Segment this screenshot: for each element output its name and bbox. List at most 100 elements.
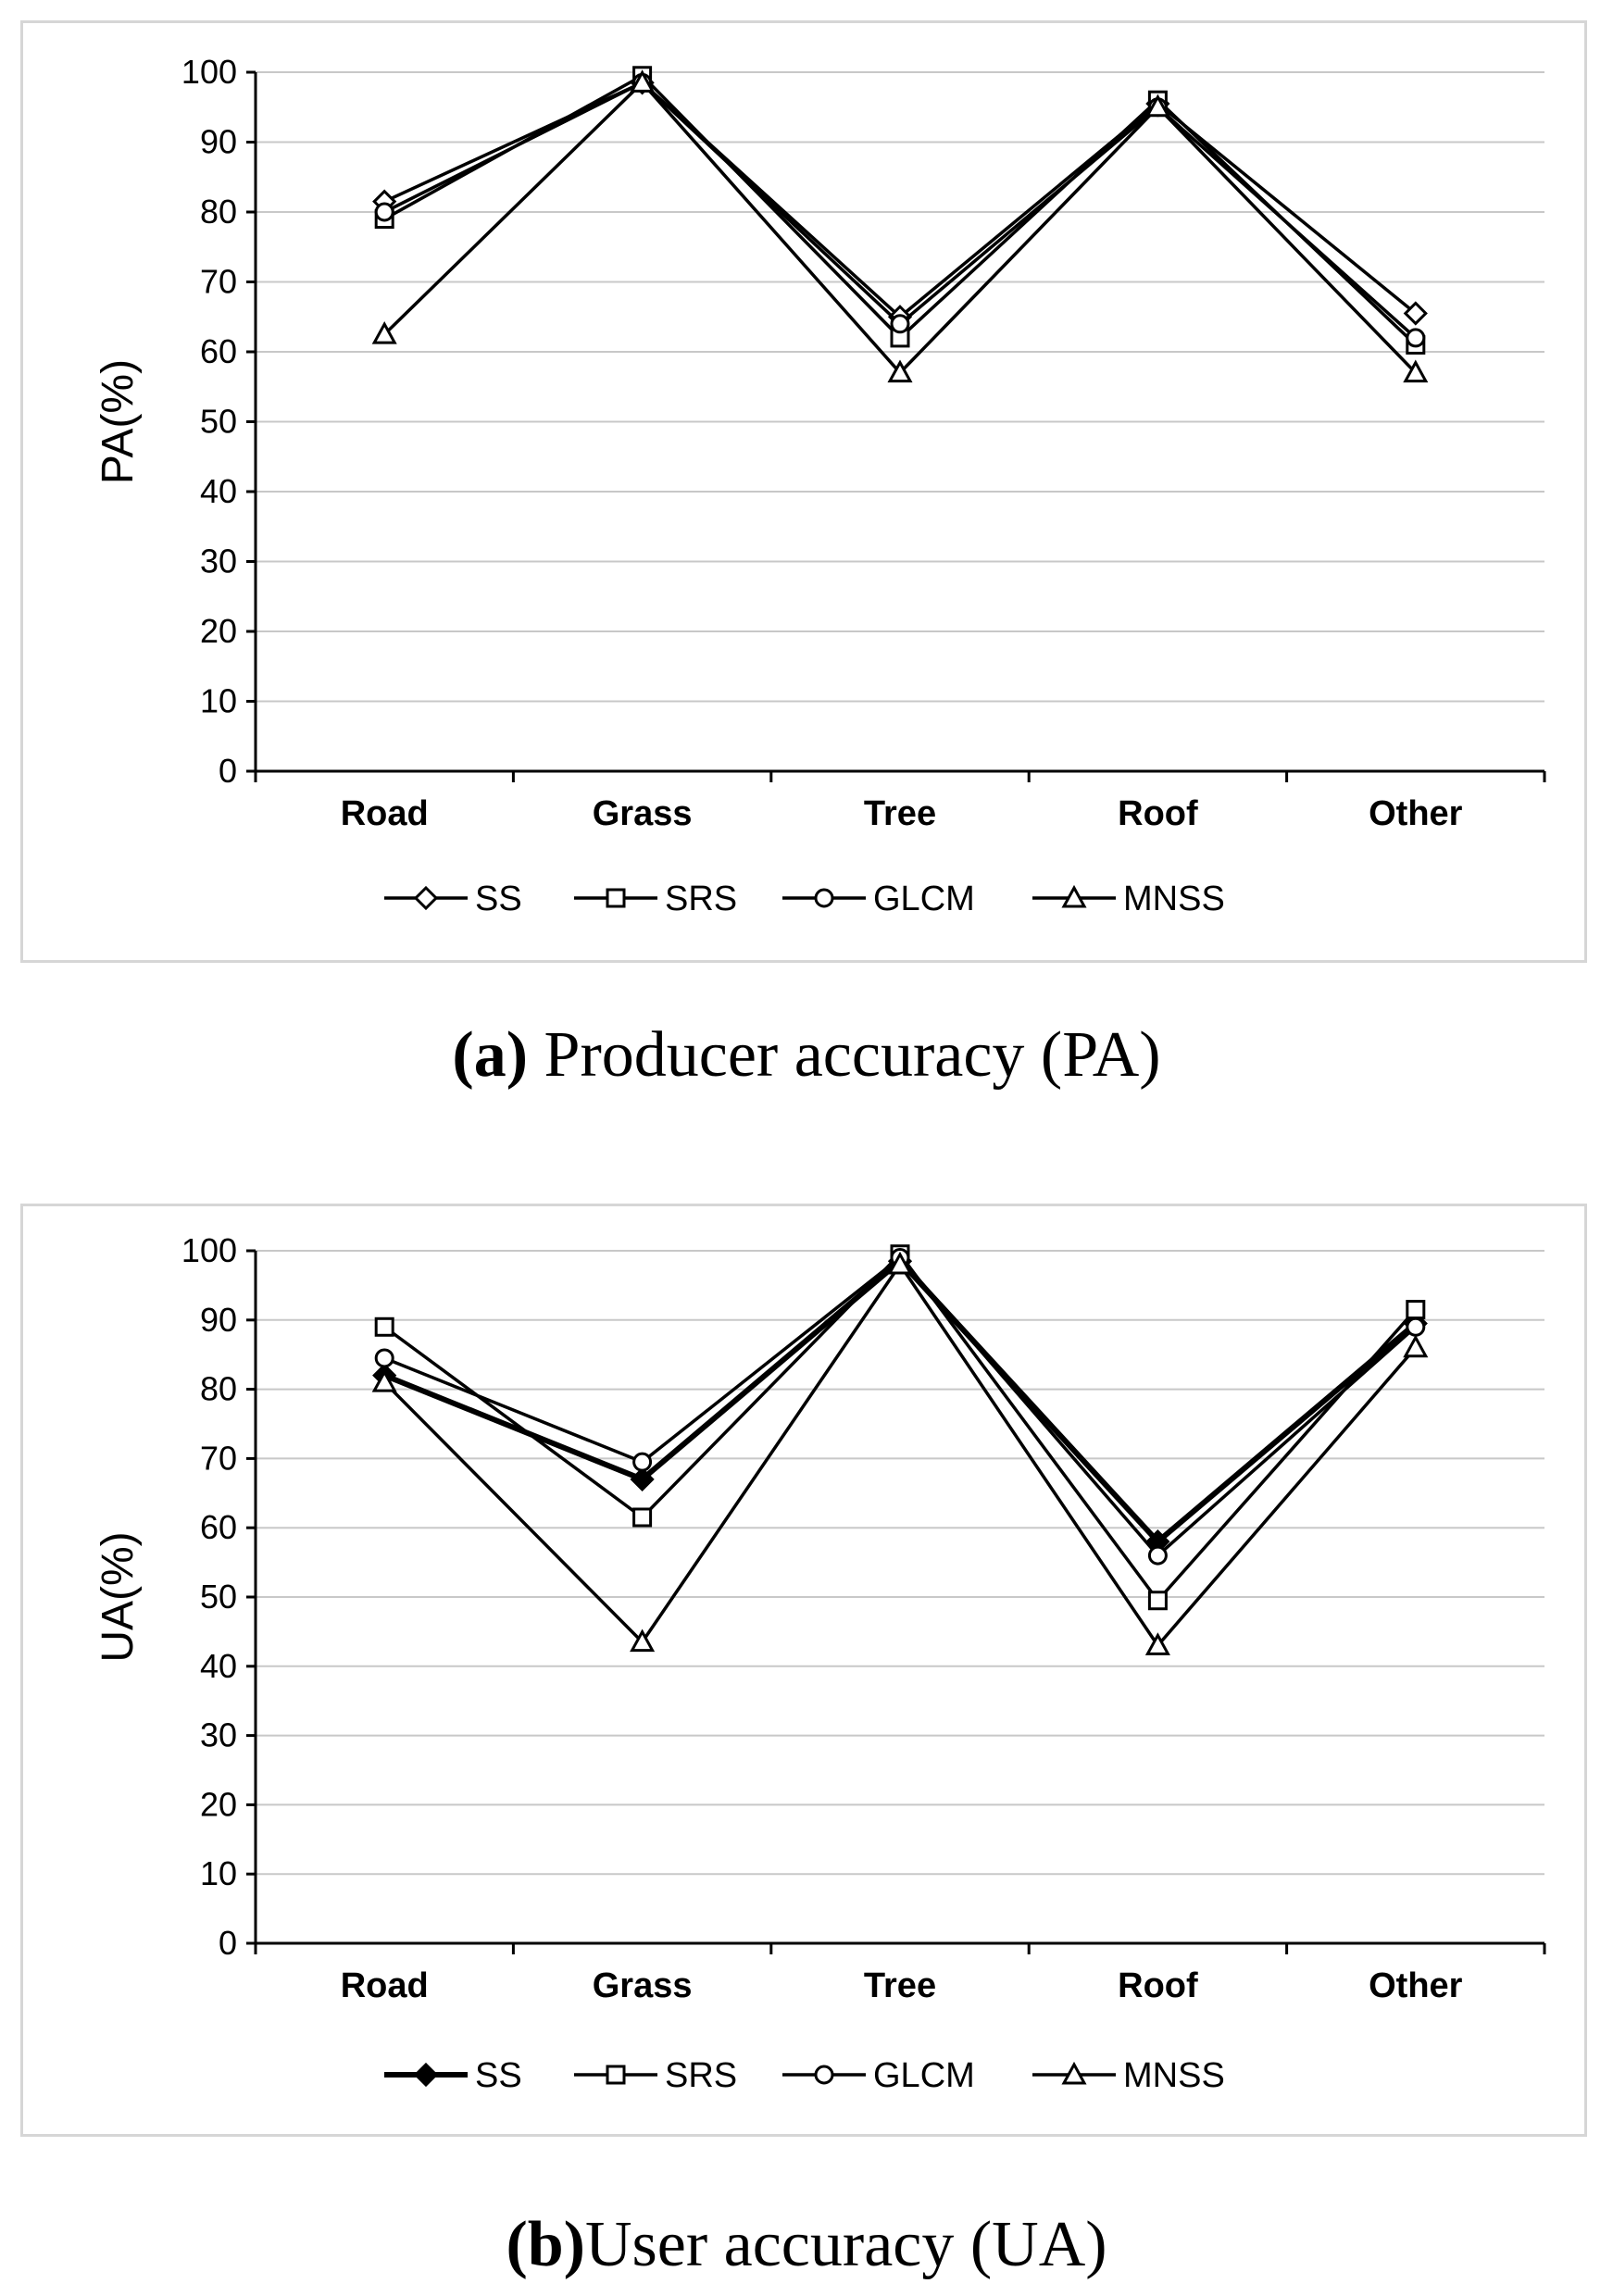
y-tick-label: 80 bbox=[200, 1370, 237, 1408]
x-tick-label: Other bbox=[1369, 1966, 1463, 2005]
data-point-ss bbox=[630, 1466, 655, 1491]
data-point-glcm bbox=[1147, 1545, 1168, 1566]
legend-label: MNSS bbox=[1123, 2056, 1225, 2095]
plot-area: 0 10 20 30 40 50 60 70 80 90 100 Road Grass Tree Roof O… bbox=[94, 53, 1546, 918]
chart-panel-pa: 0 10 20 30 40 50 60 70 80 90 100 Road Grass Tree Roof O… bbox=[20, 20, 1587, 963]
legend: SS SRS GLCM MNSS bbox=[384, 880, 1225, 918]
caption-ua-tag: (b) bbox=[506, 2209, 585, 2280]
y-axis-title: PA(%) bbox=[94, 359, 143, 484]
y-tick-label: 90 bbox=[200, 123, 237, 161]
legend-marker bbox=[1061, 2061, 1087, 2085]
x-tick-label: Tree bbox=[864, 1966, 936, 2005]
y-tick-label: 30 bbox=[200, 543, 237, 580]
legend-item-ss: SS bbox=[384, 880, 522, 918]
y-tick-label: 100 bbox=[181, 53, 237, 91]
y-tick-label: 20 bbox=[200, 1785, 237, 1823]
x-tick-label: Grass bbox=[593, 1966, 693, 2005]
series-line-ss bbox=[383, 1257, 1418, 1546]
data-point-srs bbox=[374, 1316, 394, 1337]
x-tick-label: Other bbox=[1369, 794, 1463, 833]
y-tick-label: 10 bbox=[200, 682, 237, 720]
y-tick-label: 10 bbox=[200, 1854, 237, 1892]
legend-label: SRS bbox=[665, 880, 737, 918]
y-tick-label: 50 bbox=[200, 1578, 237, 1616]
legend-marker bbox=[413, 885, 439, 911]
x-tick-label: Tree bbox=[864, 794, 936, 833]
data-point-glcm bbox=[374, 1348, 394, 1368]
data-point-mnss bbox=[630, 69, 656, 93]
legend-marker bbox=[814, 888, 834, 908]
caption-pa: (a) Producer accuracy (PA) bbox=[0, 1018, 1613, 1092]
data-point-ss bbox=[1403, 301, 1428, 326]
legend-item-ss: SS bbox=[384, 2056, 522, 2095]
x-tick-label: Road bbox=[341, 794, 429, 833]
series-glcm bbox=[374, 1247, 1426, 1566]
series-ss bbox=[372, 1249, 1428, 1554]
legend-label: SS bbox=[475, 880, 522, 918]
y-tick-label: 60 bbox=[200, 332, 237, 370]
y-tick-label: 90 bbox=[200, 1301, 237, 1339]
y-tick-label: 80 bbox=[200, 193, 237, 231]
x-tick-label: Road bbox=[341, 1966, 429, 2005]
legend: SS SRS GLCM MNSS bbox=[384, 2056, 1225, 2095]
series-line-glcm bbox=[383, 81, 1417, 340]
data-point-mnss bbox=[887, 1251, 913, 1275]
data-point-mnss bbox=[1403, 1334, 1429, 1358]
y-tick-label: 60 bbox=[200, 1508, 237, 1546]
data-point-mnss bbox=[887, 359, 913, 383]
data-point-mnss bbox=[1144, 94, 1170, 118]
y-tick-label: 70 bbox=[200, 263, 237, 301]
legend-marker bbox=[814, 2065, 834, 2085]
data-point-glcm bbox=[1406, 328, 1426, 348]
chart-panel-ua: 0 10 20 30 40 50 60 70 80 90 100 Road Grass Tree Roof O… bbox=[20, 1204, 1587, 2137]
series-line-srs bbox=[383, 1252, 1418, 1603]
legend-item-glcm: GLCM bbox=[782, 2056, 975, 2095]
series-mnss bbox=[371, 69, 1429, 383]
legend-label: MNSS bbox=[1123, 880, 1225, 918]
data-point-mnss bbox=[1144, 1632, 1170, 1655]
data-point-glcm bbox=[374, 202, 394, 222]
legend-label: SRS bbox=[665, 2056, 737, 2095]
legend-marker bbox=[1061, 884, 1087, 908]
legend-marker bbox=[413, 2062, 439, 2088]
series-line-glcm bbox=[383, 1255, 1417, 1558]
caption-pa-text: Producer accuracy (PA) bbox=[544, 1019, 1161, 1091]
data-point-mnss bbox=[371, 321, 397, 344]
series-mnss bbox=[371, 1251, 1429, 1655]
legend-label: SS bbox=[475, 2056, 522, 2095]
series-ss bbox=[372, 70, 1428, 330]
data-point-glcm bbox=[632, 1452, 653, 1472]
data-point-mnss bbox=[1403, 359, 1429, 383]
x-tick-label: Roof bbox=[1118, 794, 1198, 833]
pa-chart: 0 10 20 30 40 50 60 70 80 90 100 Road Grass Tree Roof O… bbox=[94, 53, 1546, 918]
ua-chart: 0 10 20 30 40 50 60 70 80 90 100 Road Grass Tree Roof O… bbox=[94, 1231, 1546, 2095]
legend-item-mnss: MNSS bbox=[1032, 880, 1225, 918]
legend-label: GLCM bbox=[873, 2056, 975, 2095]
legend-item-mnss: MNSS bbox=[1032, 2056, 1225, 2095]
data-point-srs bbox=[1406, 1300, 1426, 1320]
legend-label: GLCM bbox=[873, 880, 975, 918]
series-line-srs bbox=[383, 73, 1418, 346]
caption-pa-tag: (a) bbox=[452, 1019, 529, 1091]
data-point-srs bbox=[632, 1507, 653, 1528]
series-srs bbox=[374, 1244, 1426, 1611]
x-tick-label: Roof bbox=[1118, 1966, 1198, 2005]
data-point-mnss bbox=[630, 1628, 656, 1653]
x-tick-label: Grass bbox=[593, 794, 693, 833]
y-tick-label: 40 bbox=[200, 472, 237, 510]
data-point-glcm bbox=[1406, 1316, 1426, 1337]
legend-item-glcm: GLCM bbox=[782, 880, 975, 918]
y-tick-label: 70 bbox=[200, 1439, 237, 1477]
y-tick-label: 0 bbox=[219, 752, 237, 790]
y-tick-label: 40 bbox=[200, 1647, 237, 1685]
y-tick-label: 50 bbox=[200, 403, 237, 441]
legend-item-srs: SRS bbox=[574, 880, 737, 918]
legend-item-srs: SRS bbox=[574, 2056, 737, 2095]
caption-ua: (b)User accuracy (UA) bbox=[0, 2208, 1613, 2282]
y-axis-title: UA(%) bbox=[94, 1531, 143, 1662]
plot-area: 0 10 20 30 40 50 60 70 80 90 100 Road Grass Tree Roof O… bbox=[94, 1231, 1546, 2095]
y-tick-label: 30 bbox=[200, 1716, 237, 1754]
data-point-mnss bbox=[371, 1369, 397, 1392]
legend-marker bbox=[606, 888, 626, 908]
caption-ua-text: User accuracy (UA) bbox=[585, 2209, 1107, 2280]
